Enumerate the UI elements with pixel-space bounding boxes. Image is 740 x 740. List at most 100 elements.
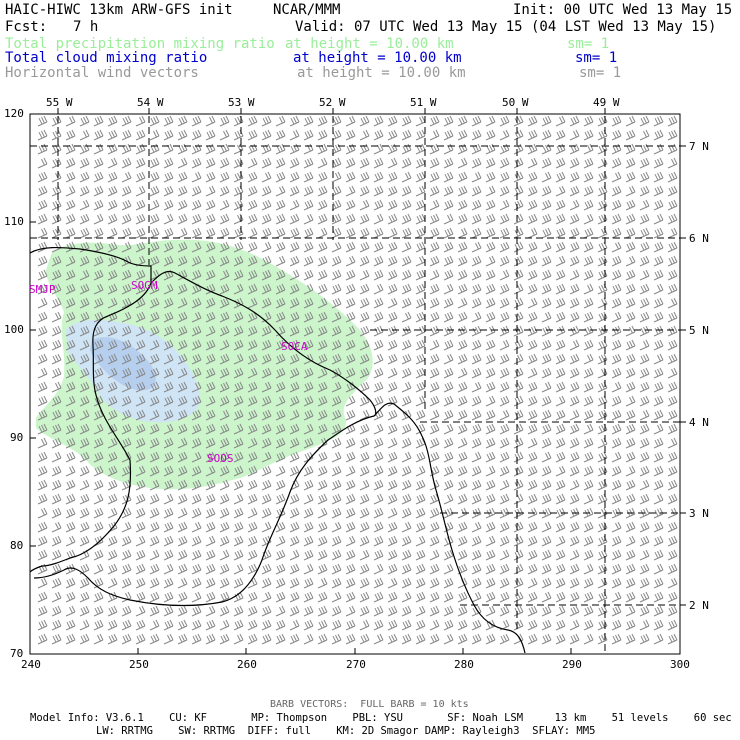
- wind-barb: [541, 115, 552, 127]
- wind-barb: [555, 283, 566, 295]
- wind-barb: [429, 591, 440, 603]
- wind-barb: [317, 451, 328, 463]
- wind-barb: [541, 297, 552, 309]
- wind-barb: [443, 479, 454, 491]
- wind-barb: [541, 437, 552, 449]
- wind-barb: [163, 185, 174, 197]
- wind-barb: [485, 507, 496, 519]
- wind-barb: [191, 423, 202, 435]
- wind-barb: [415, 325, 426, 337]
- wind-barb: [51, 283, 62, 295]
- wind-barb: [317, 171, 328, 183]
- wind-barb: [611, 507, 622, 519]
- wind-barb: [177, 297, 188, 309]
- wind-barb: [247, 493, 258, 505]
- wind-barb: [611, 493, 622, 505]
- wind-barb: [247, 269, 258, 281]
- wind-barb: [667, 521, 678, 533]
- wind-barb: [191, 297, 202, 309]
- wind-barb: [191, 129, 202, 141]
- wind-barb: [373, 199, 384, 211]
- wind-barb: [415, 227, 426, 239]
- wind-barb: [107, 451, 118, 463]
- wind-barb: [289, 269, 300, 281]
- wind-barb: [513, 605, 524, 617]
- wind-barb: [331, 269, 342, 281]
- frame-ticks: [29, 108, 686, 654]
- wind-barb: [359, 619, 370, 631]
- wind-barb: [121, 423, 132, 435]
- wind-barb: [163, 605, 174, 617]
- wind-barb: [499, 367, 510, 379]
- wind-barb: [625, 185, 636, 197]
- wind-barb: [387, 633, 398, 645]
- wind-barb: [443, 563, 454, 575]
- wind-barb: [107, 115, 118, 127]
- wind-barb: [219, 325, 230, 337]
- wind-barb: [401, 325, 412, 337]
- wind-barb: [569, 367, 580, 379]
- wind-barb: [51, 535, 62, 547]
- wind-barb: [373, 157, 384, 169]
- wind-barb: [149, 381, 160, 393]
- wind-barb: [345, 353, 356, 365]
- wind-barb: [443, 521, 454, 533]
- wind-barb: [233, 213, 244, 225]
- wind-barb: [261, 493, 272, 505]
- wind-barb: [653, 227, 664, 239]
- wind-barb: [513, 577, 524, 589]
- wind-barb: [527, 465, 538, 477]
- wind-barb: [611, 185, 622, 197]
- wind-barb: [513, 409, 524, 421]
- wind-barb: [373, 605, 384, 617]
- wind-barb: [415, 311, 426, 323]
- wind-barb: [513, 437, 524, 449]
- wind-barb: [163, 423, 174, 435]
- wind-barb: [79, 255, 90, 267]
- wind-barb: [569, 283, 580, 295]
- wind-barb: [177, 241, 188, 253]
- wind-barb: [667, 199, 678, 211]
- wind-barb: [625, 535, 636, 547]
- wind-barb: [485, 241, 496, 253]
- wind-barb: [471, 451, 482, 463]
- wind-barb: [527, 619, 538, 631]
- wind-barb: [149, 143, 160, 155]
- wind-barb: [527, 451, 538, 463]
- wind-barb: [513, 381, 524, 393]
- wind-barb: [331, 297, 342, 309]
- wind-barb: [625, 605, 636, 617]
- wind-barb: [527, 381, 538, 393]
- wind-barb: [597, 605, 608, 617]
- wind-barb: [597, 549, 608, 561]
- wind-barb: [163, 269, 174, 281]
- wind-barb: [429, 409, 440, 421]
- wind-barb: [233, 115, 244, 127]
- wind-barb: [569, 353, 580, 365]
- wind-barb: [387, 465, 398, 477]
- wind-barb: [387, 619, 398, 631]
- wind-barb: [387, 311, 398, 323]
- wind-barb: [625, 227, 636, 239]
- wind-barb: [51, 115, 62, 127]
- wind-barb: [247, 409, 258, 421]
- wind-barb: [415, 437, 426, 449]
- wind-barb: [513, 521, 524, 533]
- wind-barb: [93, 563, 104, 575]
- wind-barb: [611, 325, 622, 337]
- wind-barb: [471, 325, 482, 337]
- wind-barb: [485, 157, 496, 169]
- wind-barb: [387, 115, 398, 127]
- wind-barb: [317, 423, 328, 435]
- wind-barb: [415, 577, 426, 589]
- wind-barb: [233, 157, 244, 169]
- wind-barb: [415, 171, 426, 183]
- wind-barb: [667, 563, 678, 575]
- wind-barb: [191, 381, 202, 393]
- wind-barb: [387, 577, 398, 589]
- wind-barb: [387, 367, 398, 379]
- wind-barb: [205, 143, 216, 155]
- wind-barb: [583, 367, 594, 379]
- wind-barb: [233, 185, 244, 197]
- wind-barb: [219, 297, 230, 309]
